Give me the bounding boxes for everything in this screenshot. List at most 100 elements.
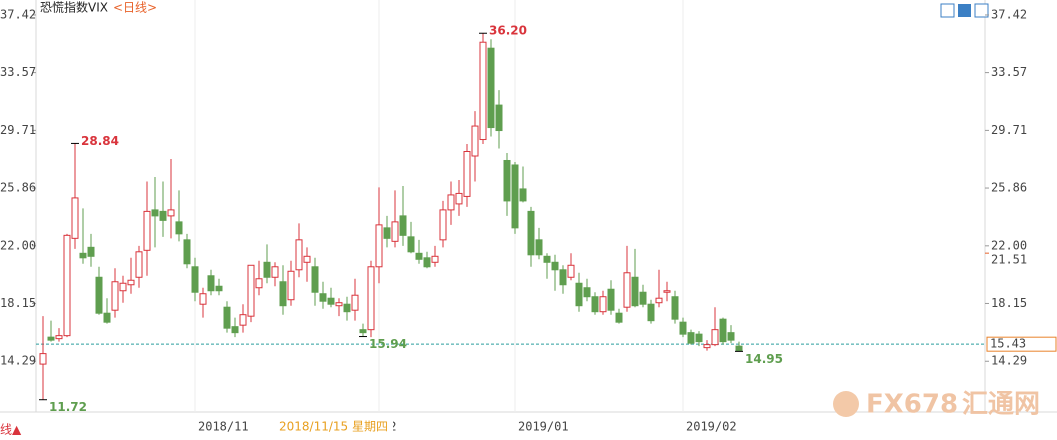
- candle-body: [615, 312, 623, 323]
- candle-body: [295, 239, 303, 271]
- candle-body: [151, 209, 159, 217]
- candle-body: [447, 194, 455, 211]
- candle-body: [391, 221, 399, 242]
- last-value-box: [986, 336, 1057, 352]
- y-tick-label: 37.42: [991, 7, 1027, 21]
- candle-body: [79, 252, 87, 259]
- cursor-date-box: [276, 419, 393, 434]
- annotation-label: 11.72: [49, 400, 87, 414]
- candle-body: [519, 188, 527, 202]
- candle-body: [543, 255, 551, 263]
- candle-body: [695, 333, 703, 343]
- y-tick-label: 25.86: [991, 181, 1027, 195]
- candle-body: [415, 252, 423, 260]
- candle-body: [87, 246, 95, 257]
- candle-body: [711, 329, 719, 346]
- y-tick-label: 18.15: [0, 296, 36, 310]
- toolbar-button[interactable]: [958, 4, 971, 17]
- annotation-label: 28.84: [81, 134, 119, 148]
- candle-body: [319, 293, 327, 302]
- toolbar-button[interactable]: [974, 3, 989, 18]
- candle-body: [135, 251, 143, 278]
- candle-body: [423, 257, 431, 268]
- candle-body: [343, 303, 351, 313]
- candle-body: [727, 332, 735, 341]
- chart-subtitle: <日线>: [113, 1, 157, 15]
- watermark-text: 汇通网: [962, 390, 1040, 420]
- toolbar-button[interactable]: [940, 3, 955, 18]
- candle-body: [167, 209, 175, 217]
- y-tick-label: 18.15: [991, 296, 1027, 310]
- y-tick-label: 22.00: [991, 238, 1027, 252]
- candle-body: [559, 269, 567, 286]
- y-tick-label: 33.57: [0, 65, 36, 79]
- candle-body: [735, 345, 743, 352]
- candle-body: [55, 335, 63, 340]
- candle-body: [175, 221, 183, 235]
- candle-body: [39, 353, 47, 365]
- last-value-label: 15.43: [990, 337, 1026, 351]
- candle-body: [647, 303, 655, 322]
- candle-body: [463, 151, 471, 197]
- candle-body: [247, 264, 255, 317]
- candle-body: [47, 336, 55, 341]
- candle-body: [719, 318, 727, 343]
- candle-body: [655, 297, 663, 304]
- footer-left: 线▲: [0, 423, 22, 437]
- cursor-date: 2018/11/15 星期四: [279, 420, 388, 434]
- y-tick-label: 22.00: [0, 238, 36, 252]
- candle-body: [535, 239, 543, 256]
- candle-body: [583, 287, 591, 298]
- candle-body: [127, 279, 135, 286]
- y-tick-label: 37.42: [0, 7, 36, 21]
- candle-body: [71, 197, 79, 239]
- candle-body: [567, 264, 575, 278]
- candle-body: [191, 266, 199, 293]
- candle-body: [111, 281, 119, 311]
- candle-body: [183, 239, 191, 265]
- candle-body: [407, 236, 415, 253]
- y-tick-label: 14.29: [991, 354, 1027, 368]
- candle-body: [511, 164, 519, 229]
- candle-body: [487, 47, 495, 129]
- candle-body: [679, 321, 687, 335]
- x-tick-label: 2019/02: [686, 420, 737, 434]
- cursor-value: 21.51: [991, 253, 1027, 267]
- y-tick-label: 25.86: [0, 181, 36, 195]
- candle-body: [207, 275, 215, 292]
- x-tick-label: 2018/11: [198, 420, 249, 434]
- candle-body: [383, 227, 391, 239]
- candle-body: [591, 296, 599, 313]
- candle-body: [63, 234, 71, 337]
- candle-body: [215, 285, 223, 292]
- y-tick-label: 14.29: [0, 354, 36, 368]
- annotation-label: 15.94: [369, 337, 407, 351]
- watermark-logo: [833, 391, 859, 417]
- candle-body: [455, 192, 463, 205]
- candle-body: [479, 41, 487, 141]
- candle-body: [503, 159, 511, 202]
- candle-body: [399, 215, 407, 236]
- candle-body: [159, 210, 167, 221]
- candle-body: [303, 255, 311, 263]
- candle-body: [271, 266, 279, 278]
- candle-body: [551, 261, 559, 271]
- annotation-label: 14.95: [745, 352, 783, 366]
- candle-body: [431, 255, 439, 263]
- candle-body: [575, 282, 583, 307]
- candle-body: [623, 272, 631, 308]
- candle-body: [687, 332, 695, 344]
- candle-body: [663, 290, 671, 293]
- candle-body: [327, 297, 335, 305]
- candle-body: [527, 210, 535, 256]
- candle-body: [631, 276, 639, 307]
- candle-body: [199, 293, 207, 305]
- annotation-label: 36.20: [489, 24, 527, 38]
- candle-body: [367, 266, 375, 331]
- y-tick-label: 33.57: [991, 65, 1027, 79]
- candle-body: [119, 282, 127, 292]
- watermark: FX678 汇通网: [833, 390, 1040, 420]
- candle-body: [311, 266, 319, 293]
